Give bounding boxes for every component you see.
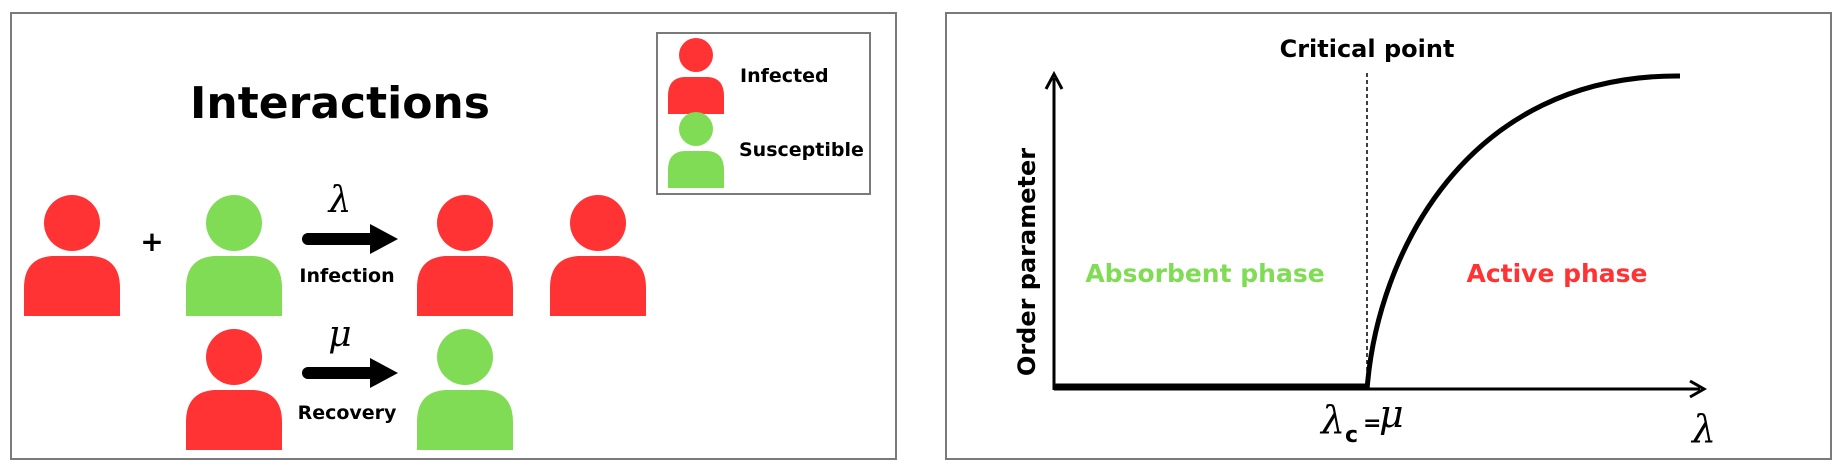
y-axis-label: Order parameter <box>1013 148 1041 376</box>
infected-person-icon <box>550 195 646 316</box>
recovery-arrow-icon <box>302 358 398 388</box>
recovery-label: Recovery <box>298 402 397 424</box>
susceptible-person-icon <box>186 195 282 316</box>
legend-label-susceptible: Susceptible <box>739 139 864 161</box>
critical-value-equals: = <box>1363 411 1381 436</box>
recovery-rate-symbol: μ <box>328 314 351 355</box>
infection-arrow-icon <box>302 224 398 254</box>
critical-value-mu: μ <box>1379 392 1404 436</box>
phase-diagram-canvas: Critical point Order parameter Absorbent… <box>1013 35 1716 451</box>
absorbent-phase-label: Absorbent phase <box>1085 259 1324 288</box>
infected-person-icon <box>417 195 513 316</box>
x-axis-label: λ <box>1690 407 1716 451</box>
y-axis <box>1044 70 1064 390</box>
interactions-panel: Interactions Infected Susceptible + λ In… <box>10 12 897 460</box>
phase-diagram-panel: Critical point Order parameter Absorbent… <box>945 12 1832 460</box>
infected-person-icon <box>186 329 282 450</box>
legend-label-infected: Infected <box>740 65 829 87</box>
critical-point-label: Critical point <box>1280 35 1455 63</box>
legend: Infected Susceptible <box>656 32 871 195</box>
interactions-canvas: Interactions Infected Susceptible + λ In… <box>24 32 871 450</box>
critical-value-subscript: c <box>1345 423 1358 448</box>
infection-label: Infection <box>299 265 394 287</box>
plus-sign: + <box>140 225 163 258</box>
critical-value-label: λ c = μ <box>1319 392 1404 448</box>
susceptible-person-icon <box>417 329 513 450</box>
infection-rate-symbol: λ <box>327 180 352 221</box>
interactions-title: Interactions <box>190 78 490 129</box>
active-phase-curve <box>1364 73 1681 391</box>
critical-value-lambda: λ <box>1319 398 1345 442</box>
infected-person-icon <box>24 195 120 316</box>
active-phase-label: Active phase <box>1466 259 1647 288</box>
